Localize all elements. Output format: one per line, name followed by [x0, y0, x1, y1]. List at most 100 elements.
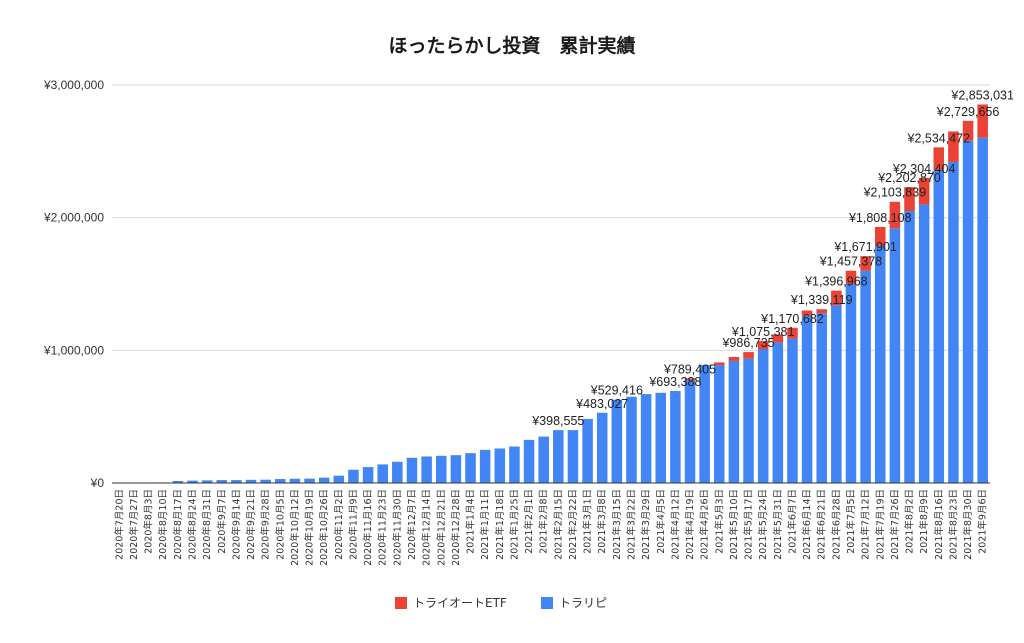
y-tick-label: ¥2,000,000: [43, 211, 104, 225]
bar-tri-auto-etf: [816, 309, 827, 314]
x-tick-label: 2020年8月24日: [186, 489, 198, 560]
x-tick-label: 2020年7月20日: [113, 489, 125, 560]
x-tick-label: 2020年9月21日: [245, 489, 257, 560]
bar-trarepi: [304, 478, 315, 483]
bar-trarepi: [743, 358, 754, 483]
x-tick-label: 2021年3月15日: [611, 489, 623, 560]
data-label: ¥1,075,381: [731, 325, 795, 339]
bar-trarepi: [553, 430, 564, 483]
bar-trarepi: [684, 380, 696, 483]
y-axis-ticks: ¥0 ¥1,000,000 ¥2,000,000 ¥3,000,000: [43, 78, 104, 490]
bar-trarepi: [362, 467, 374, 483]
data-label: ¥789,405: [663, 362, 716, 376]
bar-trarepi: [640, 394, 652, 483]
bar-tri-auto-etf: [743, 352, 754, 359]
data-label: ¥2,103,839: [863, 186, 927, 200]
x-tick-label: 2020年11月30日: [391, 489, 403, 566]
data-label: ¥1,457,378: [819, 255, 883, 269]
bar-trarepi: [494, 448, 506, 483]
bar-trarepi: [450, 455, 462, 483]
bar-trarepi: [728, 360, 740, 483]
bars: [114, 104, 988, 484]
chart-title: ほったらかし投資 累計実績: [388, 34, 635, 57]
x-tick-label: 2021年2月15日: [552, 489, 564, 560]
bar-tri-auto-etf: [787, 327, 798, 339]
bar-trarepi: [538, 436, 549, 483]
x-tick-label: 2021年1月11日: [479, 489, 491, 560]
data-label: ¥529,416: [590, 384, 643, 398]
x-tick-label: 2020年10月5日: [274, 489, 286, 560]
x-tick-label: 2021年8月9日: [918, 489, 930, 554]
data-label: ¥1,396,968: [804, 275, 868, 289]
bar-tri-auto-etf: [714, 362, 725, 366]
x-tick-label: 2021年6月21日: [816, 489, 828, 560]
x-tick-label: 2021年8月23日: [947, 489, 959, 560]
x-tick-label: 2021年5月31日: [772, 489, 784, 560]
bar-trarepi: [245, 479, 257, 483]
x-tick-label: 2020年11月16日: [362, 489, 374, 566]
x-tick-label: 2021年8月2日: [904, 489, 916, 554]
legend-swatch-trarepi: [541, 597, 553, 609]
bar-trarepi: [289, 478, 301, 483]
legend: トライオートETF トラリピ: [395, 596, 607, 610]
x-tick-label: 2021年8月30日: [962, 489, 974, 560]
x-tick-label: 2021年9月6日: [977, 489, 989, 554]
bar-trarepi: [421, 456, 432, 483]
bar-trarepi: [377, 464, 388, 483]
data-label: ¥1,808,108: [848, 211, 912, 225]
data-label: ¥2,853,031: [950, 88, 1014, 102]
bar-tri-auto-etf: [831, 290, 842, 306]
x-tick-label: 2021年2月1日: [523, 489, 535, 554]
x-tick-label: 2021年2月22日: [567, 489, 579, 560]
bar-trarepi: [392, 461, 403, 483]
data-label: ¥2,729,656: [936, 105, 1000, 119]
bar-tri-auto-etf: [874, 226, 886, 246]
x-tick-label: 2020年12月21日: [435, 489, 447, 566]
bar-trarepi: [772, 342, 784, 483]
x-tick-label: 2021年1月25日: [508, 489, 520, 560]
x-tick-label: 2021年4月19日: [684, 489, 696, 560]
bar-trarepi: [406, 457, 418, 483]
bar-tri-auto-etf: [904, 187, 915, 212]
data-label: ¥1,170,682: [760, 312, 824, 326]
x-tick-label: 2021年6月28日: [830, 489, 842, 560]
bar-trarepi: [582, 418, 593, 483]
x-tick-label: 2021年5月3日: [713, 489, 725, 554]
x-tick-label: 2021年7月5日: [845, 489, 857, 554]
bar-tri-auto-etf: [772, 334, 784, 343]
bar-trarepi: [596, 412, 608, 483]
x-tick-label: 2020年12月28日: [450, 489, 462, 566]
bar-trarepi: [699, 364, 710, 483]
data-label: ¥2,202,870: [877, 171, 941, 185]
bar-trarepi: [187, 480, 198, 483]
x-tick-label: 2020年12月14日: [421, 489, 433, 566]
data-labels: ¥398,555 ¥483,027¥529,416 ¥693,388¥789,405…: [531, 88, 1014, 428]
bar-trarepi: [172, 481, 184, 483]
bar-trarepi: [260, 479, 271, 483]
x-axis-ticks: 2020年7月20日 2020年7月27日 2020年8月3日 2020年8月10日 2…: [113, 489, 988, 566]
bar-trarepi: [714, 365, 725, 483]
data-label: ¥1,339,119: [790, 293, 853, 307]
x-tick-label: 2021年6月7日: [786, 489, 798, 554]
x-tick-label: 2021年8月16日: [933, 489, 945, 560]
bar-trarepi: [801, 315, 813, 483]
x-tick-label: 2020年9月7日: [216, 489, 228, 554]
x-tick-label: 2020年10月26日: [318, 489, 330, 566]
bar-trarepi: [231, 480, 242, 483]
x-tick-label: 2021年3月1日: [582, 489, 594, 554]
x-tick-label: 2021年7月26日: [889, 489, 901, 560]
bar-trarepi: [216, 480, 228, 483]
bar-trarepi: [509, 446, 520, 483]
bar-trarepi: [977, 137, 988, 483]
bar-tri-auto-etf: [684, 378, 696, 381]
x-tick-label: 2021年7月12日: [860, 489, 872, 560]
x-tick-label: 2020年9月14日: [230, 489, 242, 560]
bar-trarepi: [201, 480, 213, 483]
bar-tri-auto-etf: [948, 131, 959, 162]
x-tick-label: 2020年8月3日: [143, 489, 155, 554]
x-tick-label: 2021年1月18日: [494, 489, 506, 560]
x-tick-label: 2020年9月28日: [260, 489, 272, 560]
data-label: ¥2,534,472: [907, 131, 971, 145]
